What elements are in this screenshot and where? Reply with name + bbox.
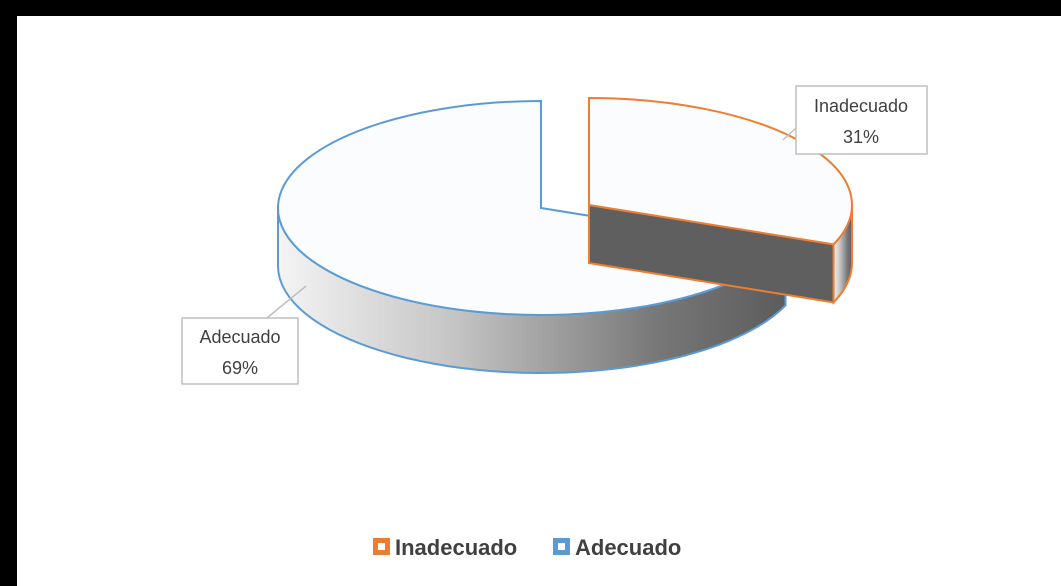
legend-label-adecuado: Adecuado bbox=[575, 535, 681, 560]
pie-chart: Inadecuado 31% Adecuado 69% Inadecuado A… bbox=[181, 85, 928, 560]
data-label-adecuado-category: Adecuado bbox=[199, 327, 280, 347]
callout-box-adecuado bbox=[181, 317, 299, 385]
data-label-adecuado-value: 69% bbox=[222, 358, 258, 378]
chart-frame: Inadecuado 31% Adecuado 69% Inadecuado A… bbox=[17, 16, 1061, 586]
legend-label-inadecuado: Inadecuado bbox=[395, 535, 517, 560]
data-label-inadecuado-value: 31% bbox=[843, 127, 879, 147]
data-label-inadecuado-category: Inadecuado bbox=[814, 96, 908, 116]
callout-leader-adecuado bbox=[261, 285, 307, 323]
callout-box-inadecuado bbox=[795, 85, 928, 155]
callout-leader-inadecuado bbox=[782, 127, 797, 141]
legend: Inadecuado Adecuado bbox=[373, 535, 681, 560]
